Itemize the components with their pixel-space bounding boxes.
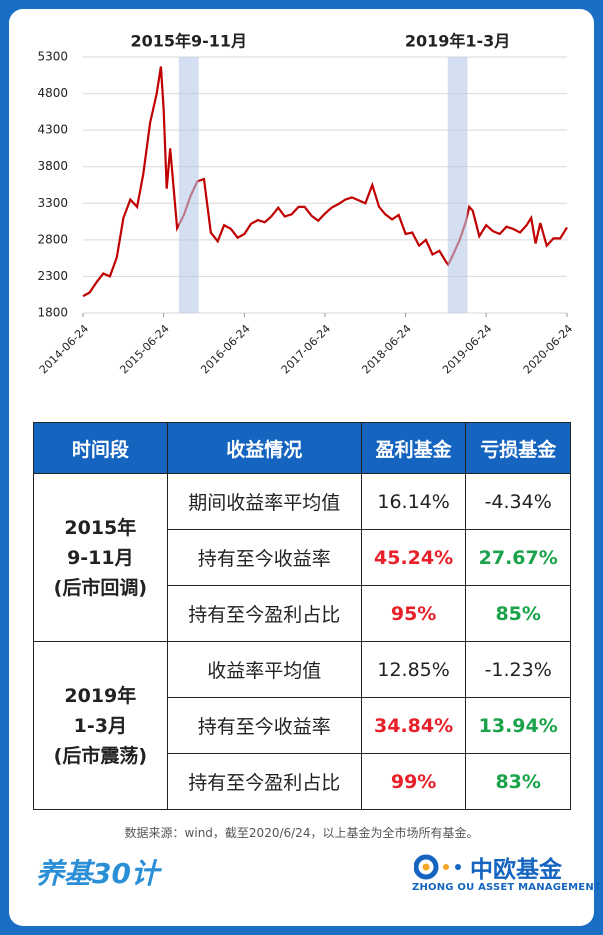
table-row: 持有至今盈利占比 95% 85%	[34, 585, 571, 642]
y-tick-label: 4300	[37, 123, 68, 137]
header-row: 时间段 收益情况 盈利基金 亏损基金	[33, 422, 571, 474]
metric-name: 收益率平均值	[166, 641, 362, 698]
metric-value: 45.24%	[360, 529, 467, 586]
highlight-label: 2015年9-11月	[130, 32, 247, 51]
x-tick-label: 2017-06-24	[279, 322, 333, 376]
x-tick-label: 2019-06-24	[440, 322, 494, 376]
group-label: 2015年 9-11月 (后市回调)	[33, 473, 168, 642]
chart: 1800 2300 2800 3300 3800 4300 4800 5300 2014-06-…	[37, 32, 575, 377]
metric-value: -1.23%	[465, 641, 571, 698]
x-tick-label: 2018-06-24	[359, 322, 413, 376]
logo-icon	[414, 854, 461, 880]
highlight-band	[447, 57, 468, 313]
metric-value: 34.84%	[360, 697, 467, 754]
group-label-line: (后市回调)	[53, 576, 148, 599]
highlight-band	[178, 57, 199, 313]
x-tick-label: 2014-06-24	[37, 322, 91, 376]
y-tick-label: 5300	[37, 50, 68, 64]
logo-dot	[422, 863, 430, 871]
metric-name: 持有至今收益率	[166, 697, 362, 754]
metric-value: -4.34%	[465, 473, 571, 530]
header-cell: 盈利基金	[360, 422, 467, 474]
metric-name: 期间收益率平均值	[166, 473, 362, 530]
source-note: 数据来源：wind，截至2020/6/24，以上基金为全市场所有基金。	[124, 826, 479, 840]
logo-ring	[414, 854, 439, 880]
y-tick-label: 2800	[37, 232, 68, 246]
logo-dot	[443, 864, 449, 870]
metric-value: 85%	[465, 585, 571, 642]
logo-dot	[455, 864, 461, 870]
logo-right: 中欧基金	[470, 857, 562, 883]
group-label-line: 1-3月	[73, 714, 127, 737]
group-label-line: 2015年	[64, 516, 137, 539]
metric-name: 持有至今收益率	[166, 529, 362, 586]
table-row: 持有至今盈利占比 99% 83%	[34, 753, 571, 810]
logo-right-sub: ZHONG OU ASSET MANAGEMENT	[412, 882, 601, 893]
price-line	[82, 66, 568, 298]
header-cell: 收益情况	[166, 422, 362, 474]
table: 时间段 收益情况 盈利基金 亏损基金 2015年 9-11月 (后市回调) 期间收益率平均值 1…	[33, 422, 571, 810]
metric-value: 13.94%	[465, 697, 571, 754]
metric-value: 27.67%	[465, 529, 571, 586]
group-label-line: 9-11月	[67, 546, 134, 569]
table-row: 2015年 9-11月 (后市回调) 期间收益率平均值 16.14% -4.34%	[33, 473, 571, 642]
metric-value: 99%	[360, 753, 467, 810]
logo-left: 养基30计	[36, 857, 159, 890]
metric-name: 持有至今盈利占比	[166, 753, 362, 810]
x-tick-label: 2015-06-24	[117, 322, 171, 376]
metric-value: 95%	[360, 585, 467, 642]
highlight-label: 2019年1-3月	[405, 32, 510, 51]
header-cell: 时间段	[33, 422, 168, 474]
y-tick-label: 1800	[37, 306, 68, 320]
table-row: 持有至今收益率 45.24% 27.67%	[34, 529, 571, 586]
group-label-line: 2019年	[64, 684, 137, 707]
y-tick-label: 4800	[37, 86, 68, 100]
table-row: 持有至今收益率 34.84% 13.94%	[34, 697, 571, 754]
metric-value: 12.85%	[360, 641, 467, 698]
table-row: 2019年 1-3月 (后市震荡) 收益率平均值 12.85% -1.23%	[33, 641, 571, 810]
y-tick-label: 2300	[37, 269, 68, 283]
x-tick-label: 2020-06-24	[521, 322, 575, 376]
header-cell: 亏损基金	[465, 422, 571, 474]
group-label: 2019年 1-3月 (后市震荡)	[33, 641, 168, 810]
y-tick-label: 3800	[37, 159, 68, 173]
y-tick-label: 3300	[37, 196, 68, 210]
metric-value: 16.14%	[360, 473, 467, 530]
group-label-line: (后市震荡)	[53, 744, 148, 767]
metric-name: 持有至今盈利占比	[166, 585, 362, 642]
metric-value: 83%	[465, 753, 571, 810]
x-tick-label: 2016-06-24	[198, 322, 252, 376]
